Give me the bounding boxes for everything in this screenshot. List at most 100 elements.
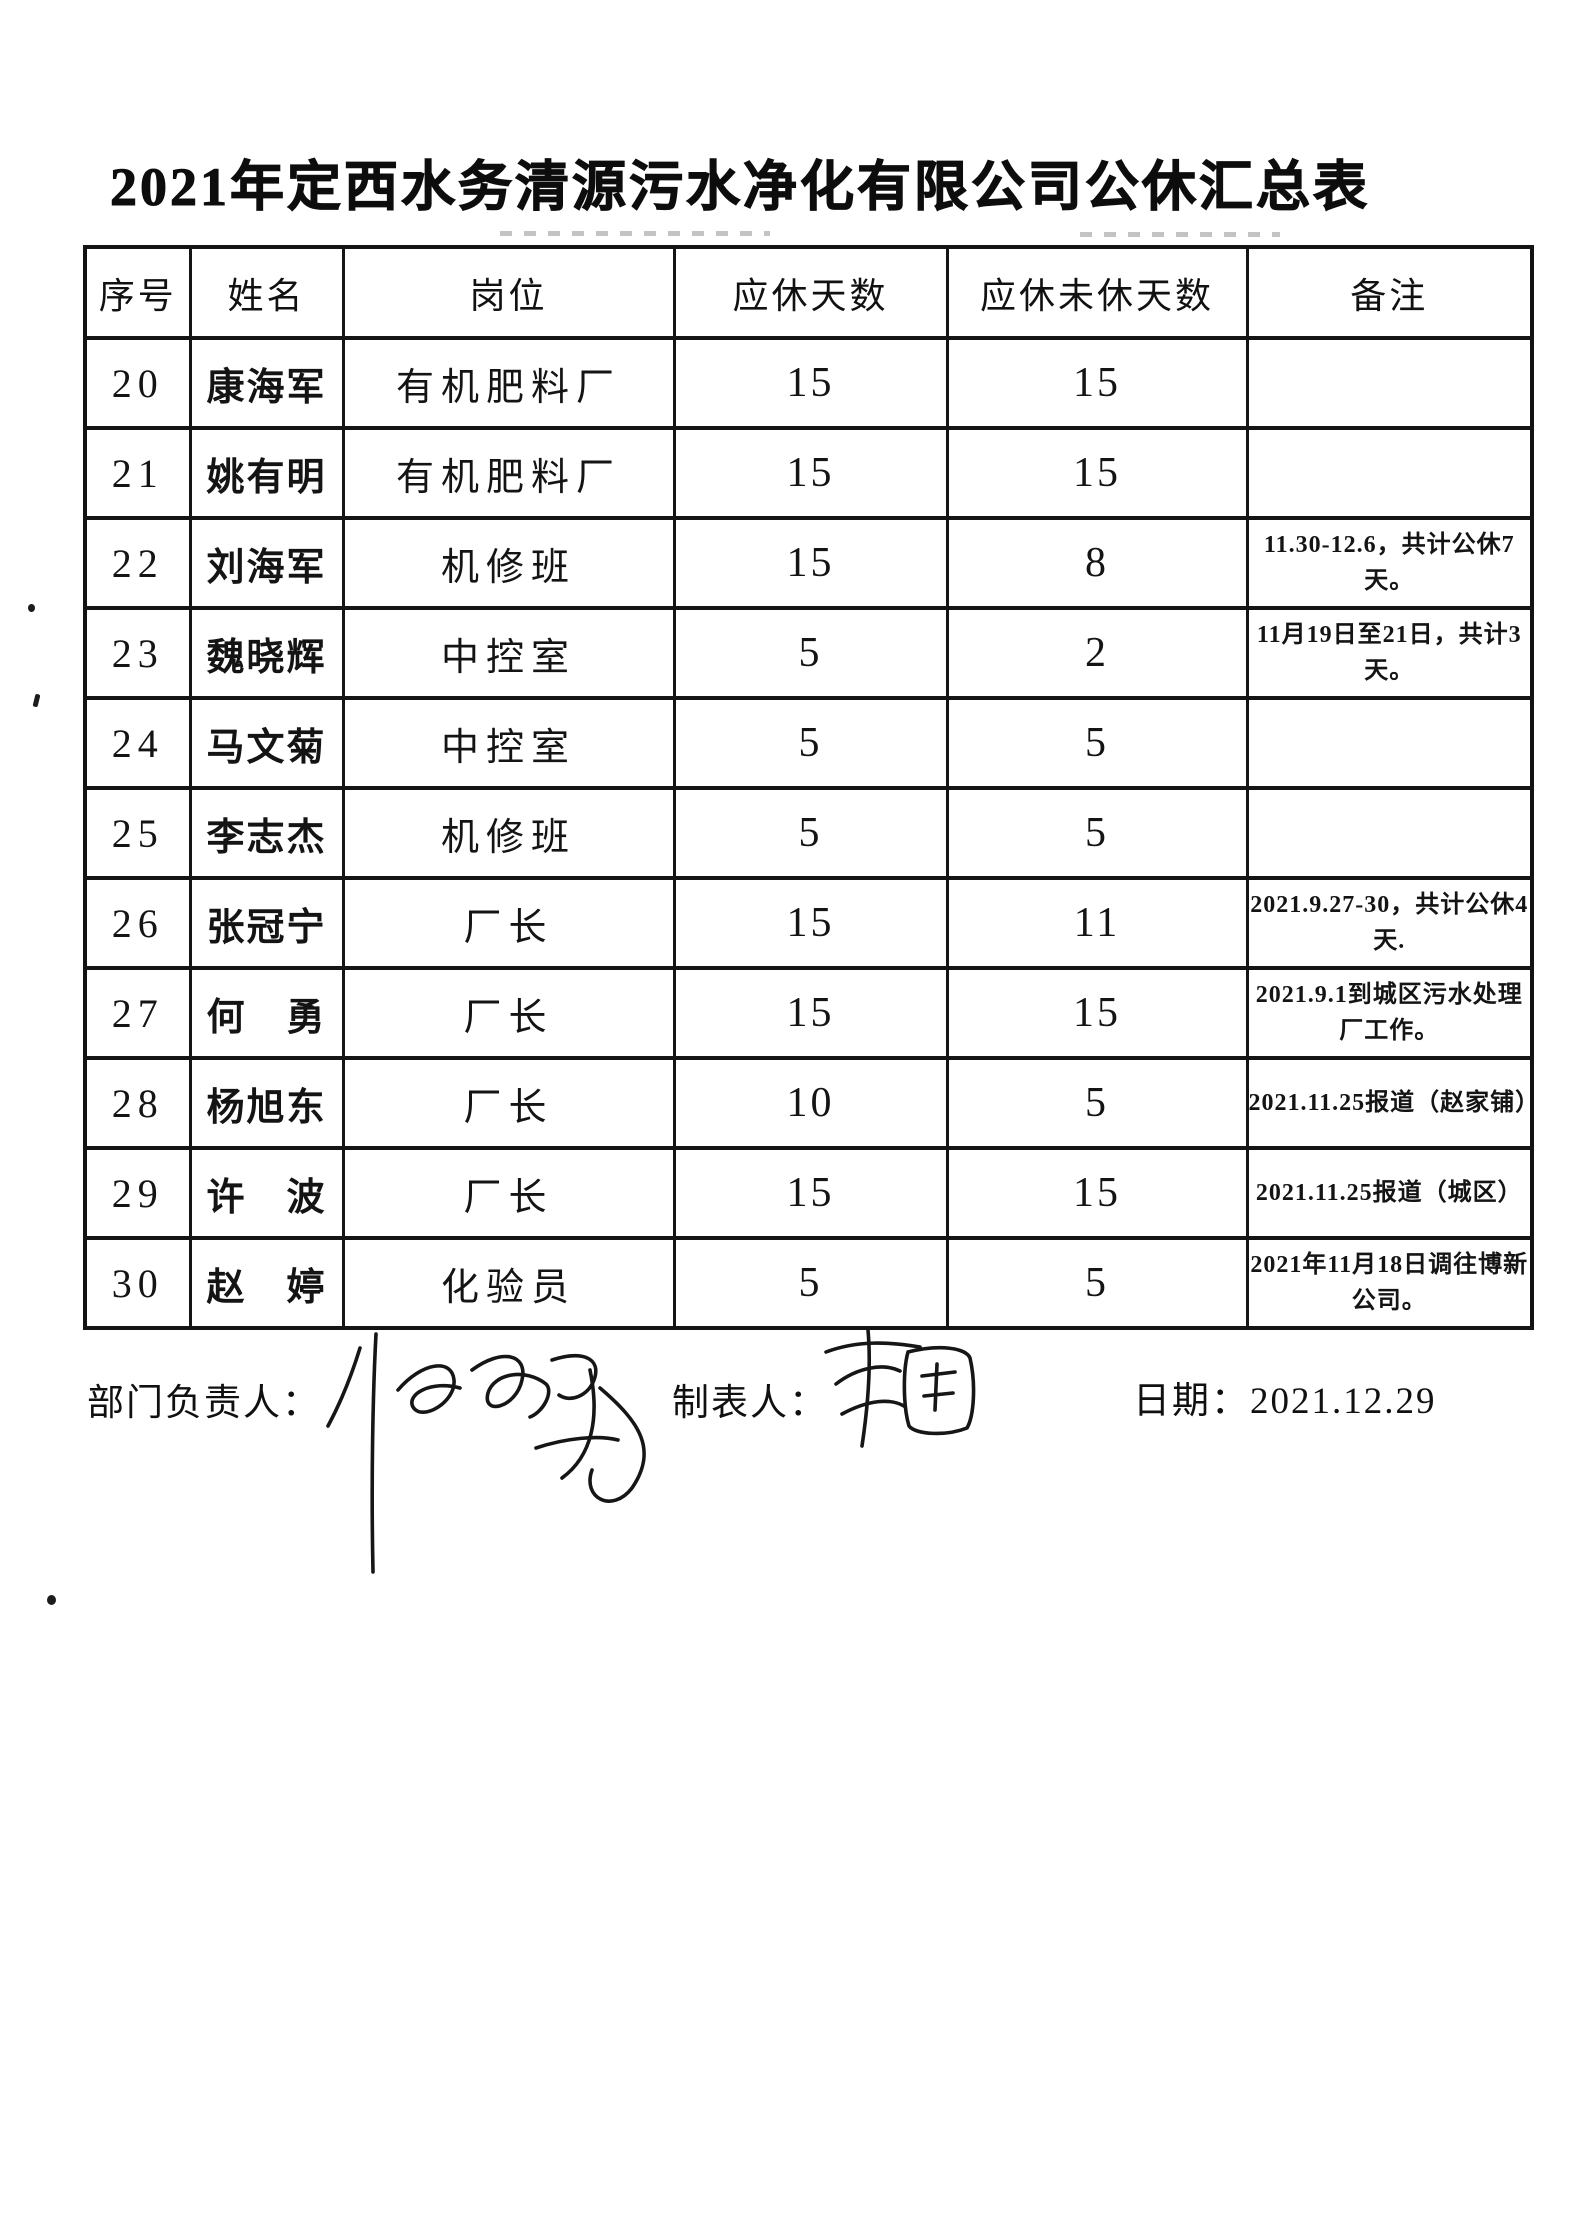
cell-position: 厂长 [341,876,676,970]
col-header-name: 姓名 [188,245,345,340]
cell-due-days: 5 [672,606,949,700]
cell-due-days: 5 [672,786,949,880]
cell-position: 机修班 [341,516,676,610]
cell-position: 有机肥料厂 [341,336,676,430]
table-row: 28 杨旭东 厂长 10 5 2021.11.25报道（赵家铺） [83,1056,1534,1150]
cell-position: 中控室 [341,696,676,790]
cell-remark: 11月19日至21日，共计3天。 [1245,606,1534,700]
table-row: 22 刘海军 机修班 15 8 11.30-12.6，共计公休7天。 [83,516,1534,610]
cell-due-days: 5 [672,1236,949,1330]
table-body: 20 康海军 有机肥料厂 15 15 21 姚有明 有机肥料厂 15 15 22… [83,336,1534,1330]
cell-untaken-days: 5 [945,1056,1249,1150]
cell-due-days: 15 [672,876,949,970]
scan-bleed-mark [500,231,770,236]
cell-index: 28 [83,1056,192,1150]
cell-untaken-days: 5 [945,696,1249,790]
cell-remark: 2021.9.27-30，共计公休4天. [1245,876,1534,970]
cell-position: 厂长 [341,1146,676,1240]
preparer-signature [824,1328,976,1448]
cell-name: 李志杰 [188,786,345,880]
cell-untaken-days: 15 [945,426,1249,520]
cell-position: 厂长 [341,966,676,1060]
col-header-index: 序号 [83,245,192,340]
cell-index: 27 [83,966,192,1060]
cell-name: 杨旭东 [188,1056,345,1150]
leave-summary-table: 序号 姓名 岗位 应休天数 应休未休天数 备注 20 康海军 有机肥料厂 15 … [83,245,1534,1330]
cell-index: 29 [83,1146,192,1240]
cell-name: 何 勇 [188,966,345,1060]
cell-untaken-days: 15 [945,336,1249,430]
cell-untaken-days: 2 [945,606,1249,700]
dept-head-label: 部门负责人： [87,1383,321,1424]
date-value: 2021.12.29 [1250,1381,1437,1422]
cell-position: 机修班 [341,786,676,880]
cell-name: 马文菊 [188,696,345,790]
cell-remark: 2021年11月18日调往博新公司。 [1245,1236,1534,1330]
cell-name: 康海军 [188,336,345,430]
cell-due-days: 15 [672,336,949,430]
table-row: 23 魏晓辉 中控室 5 2 11月19日至21日，共计3天。 [83,606,1534,700]
cell-position: 厂长 [341,1056,676,1150]
table-row: 25 李志杰 机修班 5 5 [83,786,1534,880]
table-row: 27 何 勇 厂长 15 15 2021.9.1到城区污水处理厂工作。 [83,966,1534,1060]
cell-due-days: 15 [672,426,949,520]
scan-speck [32,693,41,708]
cell-untaken-days: 15 [945,966,1249,1060]
cell-name: 魏晓辉 [188,606,345,700]
cell-index: 26 [83,876,192,970]
cell-due-days: 15 [672,516,949,610]
col-header-due-days: 应休天数 [672,245,949,340]
cell-name: 赵 婷 [188,1236,345,1330]
cell-due-days: 15 [672,1146,949,1240]
cell-name: 许 波 [188,1146,345,1240]
cell-untaken-days: 5 [945,786,1249,880]
cell-untaken-days: 8 [945,516,1249,610]
cell-index: 21 [83,426,192,520]
cell-due-days: 15 [672,966,949,1060]
table-row: 24 马文菊 中控室 5 5 [83,696,1534,790]
table-row: 26 张冠宁 厂长 15 11 2021.9.27-30，共计公休4天. [83,876,1534,970]
cell-untaken-days: 11 [945,876,1249,970]
cell-index: 22 [83,516,192,610]
table-row: 21 姚有明 有机肥料厂 15 15 [83,426,1534,520]
cell-untaken-days: 15 [945,1146,1249,1240]
cell-index: 20 [83,336,192,430]
cell-index: 23 [83,606,192,700]
cell-name: 姚有明 [188,426,345,520]
col-header-position: 岗位 [341,245,676,340]
cell-remark [1245,786,1534,880]
cell-index: 25 [83,786,192,880]
cell-remark: 2021.11.25报道（城区） [1245,1146,1534,1240]
cell-name: 张冠宁 [188,876,345,970]
dept-head-signature [326,1332,646,1574]
table-row: 20 康海军 有机肥料厂 15 15 [83,336,1534,430]
cell-due-days: 10 [672,1056,949,1150]
cell-remark: 11.30-12.6，共计公休7天。 [1245,516,1534,610]
date-line: 日期：2021.12.29 [1133,1370,1437,1424]
cell-remark [1245,696,1534,790]
cell-remark [1245,426,1534,520]
table-row: 29 许 波 厂长 15 15 2021.11.25报道（城区） [83,1146,1534,1240]
table-row: 30 赵 婷 化验员 5 5 2021年11月18日调往博新公司。 [83,1236,1534,1330]
scan-speck [28,604,35,612]
cell-position: 中控室 [341,606,676,700]
table-header-row: 序号 姓名 岗位 应休天数 应休未休天数 备注 [83,245,1534,340]
cell-due-days: 5 [672,696,949,790]
page-title: 2021年定西水务清源污水净化有限公司公休汇总表 [110,157,1370,218]
scan-speck [47,1595,56,1605]
cell-index: 30 [83,1236,192,1330]
col-header-remark: 备注 [1245,245,1534,340]
cell-remark: 2021.9.1到城区污水处理厂工作。 [1245,966,1534,1060]
col-header-untaken-days: 应休未休天数 [945,245,1249,340]
cell-name: 刘海军 [188,516,345,610]
cell-remark: 2021.11.25报道（赵家铺） [1245,1056,1534,1150]
cell-index: 24 [83,696,192,790]
scan-bleed-mark [1080,232,1280,237]
cell-remark [1245,336,1534,430]
date-label: 日期： [1133,1381,1250,1422]
cell-untaken-days: 5 [945,1236,1249,1330]
cell-position: 化验员 [341,1236,676,1330]
preparer-label: 制表人： [672,1383,828,1424]
cell-position: 有机肥料厂 [341,426,676,520]
